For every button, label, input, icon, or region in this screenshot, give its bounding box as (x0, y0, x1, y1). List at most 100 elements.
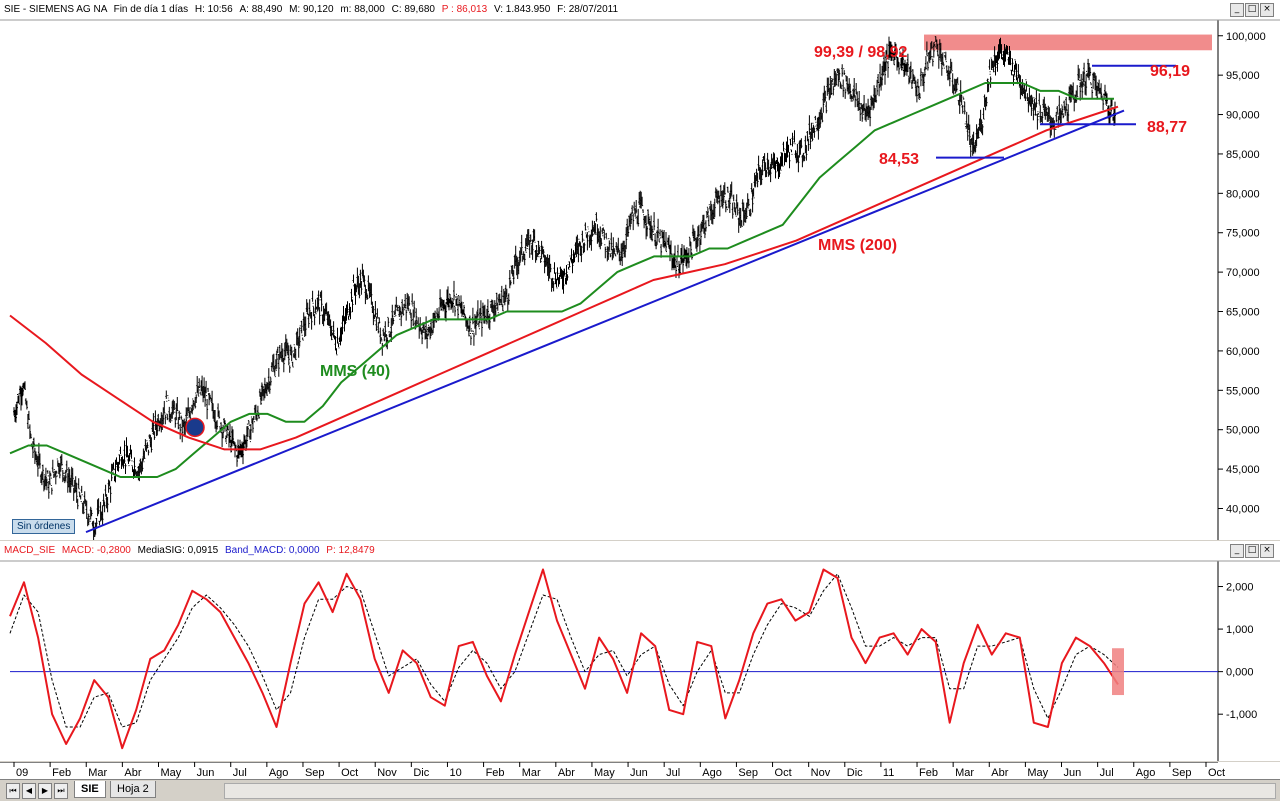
price-bar (1077, 64, 1080, 81)
horizontal-scrollbar[interactable] (224, 783, 1276, 799)
price-bar (527, 229, 530, 246)
price-chart-pane[interactable]: SIE - SIEMENS AG NA Fin de día 1 días H:… (0, 0, 1280, 540)
price-bar (1024, 89, 1027, 101)
last-sheet-button[interactable]: ⏭ (54, 783, 68, 799)
price-bar (571, 259, 574, 274)
price-bar (336, 327, 339, 344)
price-bar (753, 172, 756, 188)
macd-close-button[interactable]: × (1260, 544, 1274, 558)
maximize-button[interactable]: □ (1245, 3, 1259, 17)
close-button[interactable]: × (1260, 3, 1274, 17)
price-bar (218, 410, 221, 419)
macd-signal-value: MediaSIG: 0,0915 (137, 545, 219, 556)
price-bar (346, 301, 349, 314)
price-bar (408, 296, 411, 306)
price-bar (782, 141, 785, 152)
price-bar (500, 285, 503, 306)
price-bar (518, 250, 521, 266)
y-tick-label: 95,000 (1226, 70, 1260, 82)
price-bar (950, 61, 953, 72)
price-bar (355, 283, 358, 293)
price-bar (933, 41, 936, 48)
price-bar (142, 448, 145, 463)
x-tick-label: Feb (919, 767, 938, 779)
price-bar (536, 251, 539, 258)
price-bar (918, 92, 921, 99)
price-bar (705, 211, 708, 219)
price-bar (801, 154, 804, 168)
price-bar (819, 109, 822, 128)
price-bar (401, 299, 404, 314)
price-bar (817, 116, 820, 140)
price-bar (1036, 113, 1039, 130)
price-bar (769, 163, 772, 183)
sheet-tab-sie[interactable]: SIE (74, 781, 106, 798)
price-bar (122, 459, 125, 469)
price-bar (594, 223, 597, 235)
x-tick-label: Nov (377, 767, 397, 779)
price-bar (1089, 67, 1092, 76)
price-bar (206, 399, 209, 420)
price-bar (752, 188, 755, 199)
macd-minimize-button[interactable]: _ (1230, 544, 1244, 558)
sheet-tab-hoja2[interactable]: Hoja 2 (110, 781, 156, 798)
price-bar (637, 208, 640, 227)
price-bar (448, 299, 450, 311)
macd-chart-svg: -1,000 0,000 1,000 2,000 (0, 560, 1280, 761)
first-sheet-button[interactable]: ⏮ (6, 783, 20, 799)
price-bar (191, 404, 194, 415)
sin-ordenes-label[interactable]: Sin órdenes (12, 519, 76, 534)
price-bar (665, 232, 667, 252)
price-bar (605, 232, 608, 240)
x-tick-label: May (1027, 767, 1048, 779)
price-bar (141, 458, 144, 472)
price-bar (781, 152, 784, 167)
price-bar (31, 441, 34, 458)
price-bar (790, 149, 793, 155)
price-bar (982, 107, 985, 120)
price-bar (393, 311, 396, 317)
price-bar (58, 463, 61, 479)
price-bar (1076, 85, 1079, 98)
price-bar (887, 61, 889, 78)
price-bar (1067, 104, 1070, 123)
price-bar (718, 195, 721, 217)
minimize-button[interactable]: _ (1230, 3, 1244, 17)
price-bar (297, 337, 300, 358)
price-bar (642, 209, 645, 216)
price-bar (405, 307, 408, 321)
price-bar (736, 202, 739, 216)
price-bar (835, 73, 838, 86)
price-bar (929, 42, 932, 60)
price-bar (747, 198, 750, 207)
price-bar (383, 332, 386, 342)
price-bar (886, 43, 888, 57)
price-bar (552, 278, 555, 292)
macd-chart-pane[interactable]: MACD_SIE MACD: -0,2800 MediaSIG: 0,0915 … (0, 541, 1280, 761)
price-bar (824, 90, 827, 102)
price-bar (251, 418, 254, 433)
x-tick-label: Sep (305, 767, 325, 779)
price-bar (268, 381, 271, 394)
price-chart-svg: 40,000 45,000 50,000 55,000 60,000 65,000 70,0… (0, 19, 1280, 540)
next-sheet-button[interactable]: ▶ (38, 783, 52, 799)
macd-maximize-button[interactable]: □ (1245, 544, 1259, 558)
y-tick-label: 70,000 (1226, 267, 1260, 279)
price-bar (841, 64, 844, 77)
price-bar (629, 213, 632, 230)
price-bar (290, 346, 293, 362)
price-bar (360, 281, 363, 295)
y-tick-label: 100,000 (1226, 31, 1266, 43)
price-bar (445, 302, 447, 322)
price-bar (822, 92, 825, 113)
price-bar (808, 115, 811, 135)
price-bar (858, 91, 861, 111)
annotation-96-19: 96,19 (1150, 63, 1190, 80)
sheet-bar: ⏮ ◀ ▶ ⏭ SIE Hoja 2 (0, 779, 1280, 801)
price-bar (472, 330, 475, 346)
price-bar (531, 239, 534, 260)
price-bar (310, 312, 313, 330)
y-tick-label: 90,000 (1226, 110, 1260, 122)
price-bar (38, 453, 41, 469)
prev-sheet-button[interactable]: ◀ (22, 783, 36, 799)
